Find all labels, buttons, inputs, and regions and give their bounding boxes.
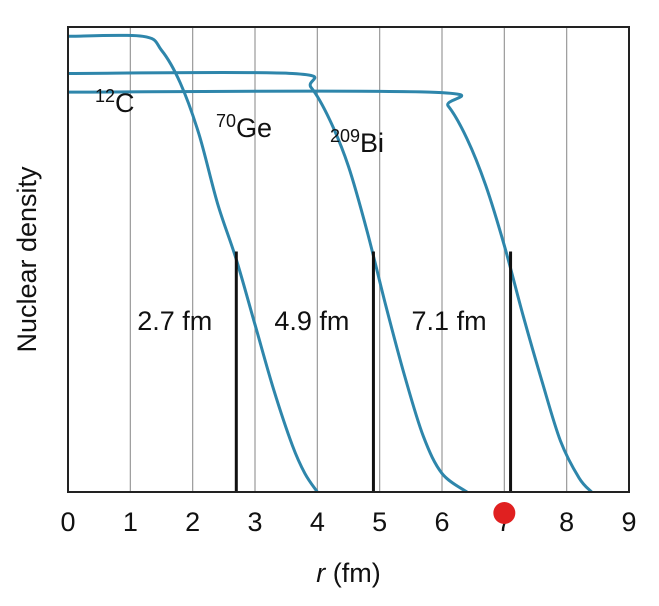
- element-symbol: C: [115, 88, 135, 118]
- radius-label-ge: 4.9 fm: [274, 306, 349, 336]
- red-dot-marker: [493, 502, 516, 524]
- radius-markers: 2.7 fm 4.9 fm 7.1 fm: [137, 251, 513, 492]
- density-curve-ge: [67, 70, 468, 494]
- x-axis-variable: r: [316, 558, 326, 588]
- x-tick-label-6: 6: [434, 507, 449, 537]
- nucleus-labels: 12C 70Ge 209Bi: [95, 86, 384, 158]
- x-tick-label-1: 1: [123, 507, 138, 537]
- density-curve-c: [67, 33, 319, 493]
- y-axis-label: Nuclear density: [12, 166, 42, 353]
- x-tick-label-4: 4: [310, 507, 325, 537]
- radius-label-bi: 7.1 fm: [412, 306, 487, 336]
- x-tick-label-0: 0: [60, 507, 75, 537]
- mass-number: 209: [330, 126, 360, 146]
- x-axis-unit: (fm): [325, 558, 380, 588]
- x-tick-label-3: 3: [247, 507, 262, 537]
- gridlines: [129, 27, 568, 492]
- x-tick-label-9: 9: [621, 507, 636, 537]
- x-tick-labels: 0123456789: [60, 507, 636, 537]
- radius-label-c: 2.7 fm: [137, 306, 212, 336]
- x-axis-label: r (fm): [316, 558, 380, 588]
- series-layer: [67, 33, 593, 494]
- x-tick-label-8: 8: [559, 507, 574, 537]
- density-curve-bi: [67, 89, 593, 494]
- plot-frame: [67, 26, 630, 493]
- element-symbol: Bi: [360, 128, 384, 158]
- nucleus-label-bi: 209Bi: [330, 126, 384, 158]
- mass-number: 12: [95, 86, 115, 106]
- element-symbol: Ge: [236, 113, 272, 143]
- x-tick-label-5: 5: [372, 507, 387, 537]
- nucleus-label-ge: 70Ge: [216, 111, 272, 143]
- x-tick-label-2: 2: [185, 507, 200, 537]
- nucleus-label-c: 12C: [95, 86, 135, 118]
- mass-number: 70: [216, 111, 236, 131]
